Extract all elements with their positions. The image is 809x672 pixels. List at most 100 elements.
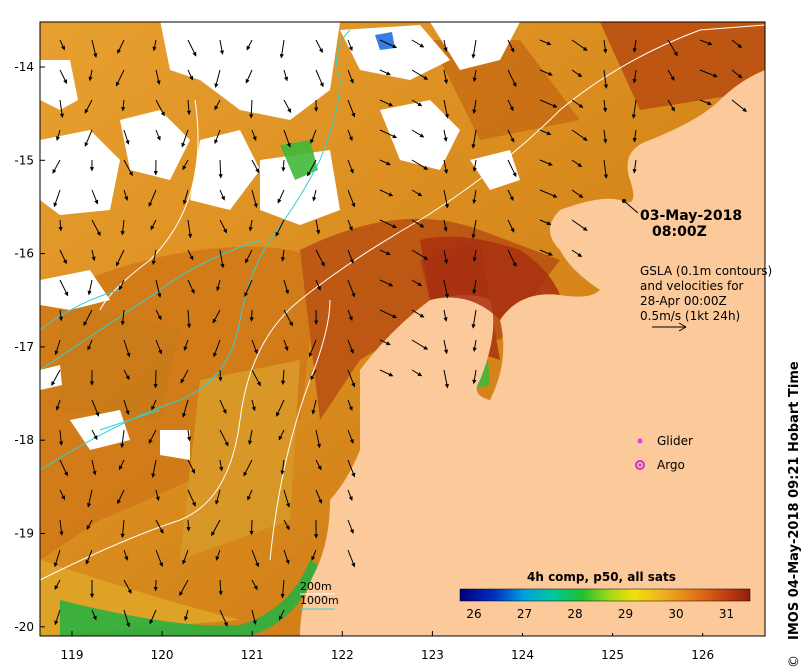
gsla-line1: GSLA (0.1m contours)	[640, 264, 772, 278]
velocity-arrowhead	[351, 112, 356, 118]
velocity-arrowhead	[423, 345, 429, 350]
velocity-arrowhead	[419, 313, 425, 318]
velocity-arrowhead	[316, 443, 321, 449]
velocity-arrowhead	[444, 203, 449, 209]
velocity-arrowhead	[126, 622, 131, 628]
velocity-arrowhead	[124, 196, 129, 201]
velocity-arrowhead	[190, 289, 195, 294]
velocity-arrowhead	[386, 71, 391, 76]
velocity-arrowhead	[62, 259, 67, 265]
velocity-arrowhead	[128, 171, 133, 177]
velocity-arrowhead	[471, 54, 476, 59]
legend-argo-label: Argo	[657, 458, 685, 472]
velocity-arrowhead	[87, 290, 92, 296]
colorbar-tick-label: 27	[517, 607, 532, 621]
velocity-arrowhead	[280, 257, 286, 262]
velocity-arrowhead	[253, 203, 258, 209]
velocity-arrowhead	[707, 41, 713, 46]
velocity-arrowhead	[55, 136, 60, 141]
velocity-arrowhead	[348, 226, 353, 232]
lat-tick-label: -18	[14, 433, 34, 447]
velocity-arrowhead	[417, 192, 423, 197]
velocity-arrowhead	[281, 167, 286, 172]
velocity-arrowhead	[191, 469, 195, 474]
velocity-arrowhead	[278, 615, 283, 621]
velocity-arrowhead	[472, 109, 477, 115]
velocity-arrowhead	[577, 72, 583, 78]
isobath-200m	[39, 24, 766, 581]
velocity-arrowhead	[577, 162, 583, 168]
velocity-arrowhead	[156, 80, 161, 85]
velocity-arrowhead	[742, 107, 747, 112]
velocity-arrowhead	[221, 195, 225, 201]
velocity-arrowhead	[737, 43, 743, 49]
velocity-arrowhead	[582, 226, 588, 231]
velocity-arrowhead	[472, 199, 477, 205]
velocity-arrowhead	[87, 345, 92, 351]
velocity-arrowhead	[548, 71, 553, 76]
velocity-arrowhead	[59, 113, 65, 119]
velocity-arrowhead	[124, 556, 129, 561]
velocity-arrowhead	[388, 282, 394, 287]
velocity-arrowhead	[149, 619, 154, 625]
velocity-arrowhead	[351, 382, 356, 388]
velocity-arrowhead	[148, 439, 153, 444]
lon-tick-label: 121	[241, 648, 264, 662]
velocity-arrowhead	[214, 105, 219, 111]
velocity-arrowhead	[311, 556, 316, 561]
velocity-arrowhead	[578, 103, 584, 108]
lat-tick-label: -19	[14, 527, 34, 541]
velocity-arrowhead	[670, 76, 675, 81]
velocity-arrowhead	[471, 324, 476, 329]
velocity-arrowhead	[186, 323, 192, 329]
gsla-line4: 0.5m/s (1kt 24h)	[640, 309, 740, 323]
velocity-arrowhead	[348, 496, 353, 501]
velocity-arrowhead	[120, 230, 125, 236]
velocity-arrowhead	[472, 167, 477, 173]
velocity-arrowhead	[247, 440, 253, 446]
velocity-arrowhead	[388, 372, 394, 377]
velocity-arrowhead	[157, 293, 162, 298]
velocity-arrowhead	[151, 405, 156, 411]
velocity-arrowhead	[417, 282, 423, 287]
velocity-arrowhead	[314, 320, 319, 325]
glider-icon	[637, 438, 643, 444]
velocity-arrowhead	[120, 443, 125, 449]
velocity-arrowhead	[349, 439, 354, 444]
velocity-arrowhead	[512, 82, 517, 88]
velocity-arrowhead	[289, 321, 293, 327]
velocity-arrowhead	[285, 525, 290, 531]
velocity-arrowhead	[159, 562, 164, 568]
velocity-arrowhead	[319, 82, 324, 88]
velocity-arrowhead	[222, 409, 227, 415]
velocity-arrowhead	[348, 136, 353, 142]
velocity-arrowhead	[349, 349, 354, 354]
colorbar-tick-label: 26	[466, 607, 481, 621]
velocity-arrowhead	[85, 559, 90, 565]
velocity-arrowhead	[737, 73, 743, 79]
velocity-arrowhead	[310, 375, 315, 381]
velocity-arrowhead	[127, 589, 132, 594]
velocity-arrowhead	[673, 51, 678, 57]
velocity-arrowhead	[443, 227, 448, 232]
velocity-arrowhead	[64, 471, 68, 477]
velocity-arrowhead	[552, 193, 558, 198]
velocity-arrowhead	[351, 562, 356, 568]
velocity-arrowhead	[512, 172, 517, 178]
lon-tick-label: 122	[331, 648, 354, 662]
velocity-arrowhead	[510, 137, 515, 143]
velocity-arrowhead	[712, 73, 718, 78]
lon-axis: 119 120 121 122 123 124 125 126	[61, 631, 714, 662]
velocity-arrowhead	[89, 593, 95, 599]
velocity-arrowhead	[670, 106, 675, 112]
velocity-arrowhead	[386, 251, 391, 256]
velocity-arrowhead	[54, 620, 59, 626]
velocity-arrowhead	[156, 135, 161, 141]
velocity-arrowhead	[472, 257, 477, 263]
plot-frame	[39, 21, 766, 637]
velocity-arrowhead	[284, 346, 289, 352]
velocity-arrowhead	[125, 410, 130, 415]
velocity-arrowhead	[243, 471, 248, 477]
velocity-arrowhead	[61, 45, 65, 51]
velocity-arrowhead	[246, 45, 251, 51]
